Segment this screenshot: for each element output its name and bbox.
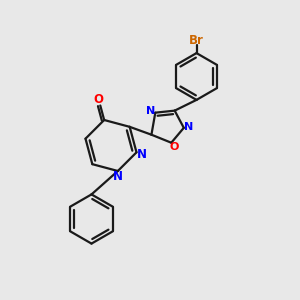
Text: N: N xyxy=(146,106,155,116)
Text: O: O xyxy=(169,142,179,152)
Text: N: N xyxy=(184,122,194,132)
Text: O: O xyxy=(94,93,103,106)
Text: N: N xyxy=(113,170,123,183)
Text: N: N xyxy=(137,148,147,161)
Text: Br: Br xyxy=(189,34,204,47)
